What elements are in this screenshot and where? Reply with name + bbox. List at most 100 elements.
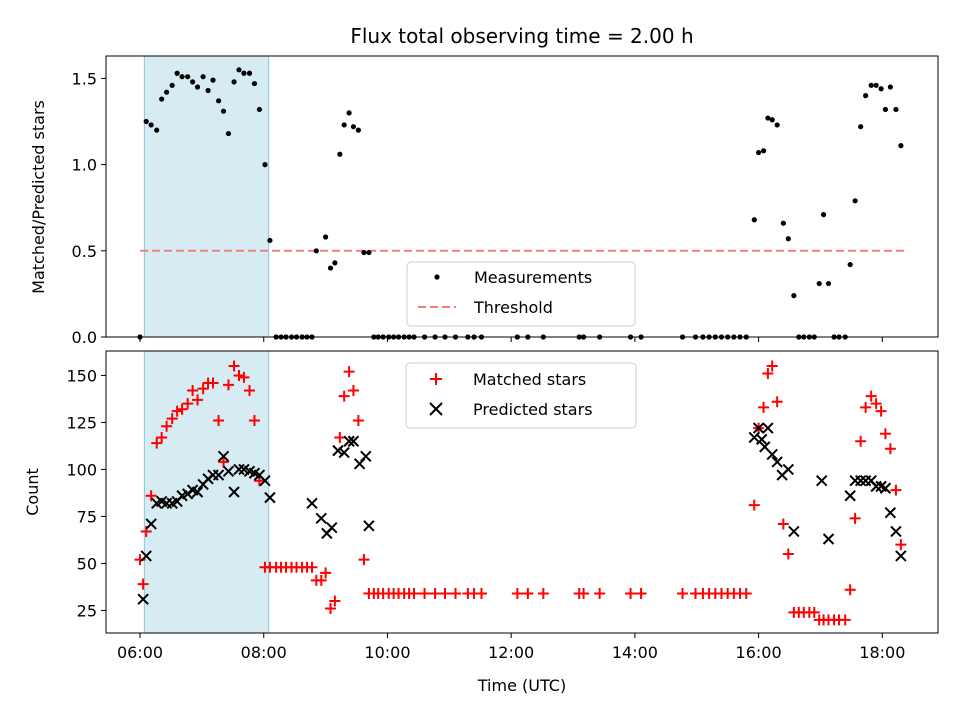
matched-star-point <box>207 377 219 389</box>
y-tick-label: 125 <box>66 413 97 432</box>
predicted-star-point <box>343 435 355 447</box>
matched-star-point <box>860 401 872 413</box>
predicted-star-point <box>849 475 861 487</box>
matched-star-point <box>537 588 549 600</box>
y-axis-ticks: 25 50 75 100 125 150 <box>66 366 106 620</box>
matched-star-point <box>197 383 209 395</box>
y-tick-label: 0.0 <box>72 328 97 347</box>
matched-star-point <box>352 415 364 427</box>
shaded-region <box>143 350 270 634</box>
measurement-point <box>785 236 791 242</box>
y-axis-label: Count <box>23 468 42 516</box>
legend-box <box>405 362 637 429</box>
measurement-point <box>251 80 258 87</box>
predicted-star-point <box>222 465 235 478</box>
measurement-point <box>159 96 165 102</box>
matched-star-point <box>320 567 332 579</box>
matched-star-point <box>594 588 606 600</box>
matched-star-point <box>176 403 188 415</box>
y-tick-label: 75 <box>77 507 97 526</box>
legend-box <box>406 261 636 327</box>
matched-star-point <box>890 484 902 496</box>
predicted-star-point <box>815 475 828 487</box>
x-tick-label: 08:00 <box>241 643 287 662</box>
measurement-points <box>137 67 904 340</box>
matched-star-point <box>315 574 327 586</box>
measurement-point <box>858 124 864 130</box>
matched-star-point <box>343 366 355 378</box>
measurement-point <box>200 74 206 80</box>
matched-star-point <box>145 490 157 502</box>
matched-star-point <box>228 360 240 372</box>
matched-star-point <box>839 614 851 626</box>
predicted-star-point <box>347 435 360 447</box>
predicted-star-point <box>228 486 240 498</box>
predicted-star-point <box>752 422 765 434</box>
matched-star-point <box>782 548 794 560</box>
matched-star-point <box>808 606 820 618</box>
predicted-star-point <box>884 506 897 519</box>
chart-title: Flux total observing time = 2.00 h <box>350 24 693 48</box>
measurement-point <box>751 217 757 223</box>
predicted-star-point <box>363 520 375 532</box>
matched-star-point <box>748 499 760 511</box>
matched-star-point <box>439 588 451 600</box>
matched-star-point <box>879 428 891 440</box>
legend-marker-measurements <box>434 274 440 280</box>
measurement-point <box>322 234 329 240</box>
matched-star-point <box>677 588 689 600</box>
measurement-point <box>231 79 237 85</box>
matched-star-point <box>325 603 337 615</box>
predicted-star-point <box>879 482 892 494</box>
matched-star-point <box>306 561 318 573</box>
measurement-point <box>225 130 232 137</box>
measurement-point <box>341 122 347 128</box>
matched-stars-points <box>134 360 907 626</box>
matched-star-point <box>475 588 487 600</box>
predicted-star-point <box>762 422 774 434</box>
shaded-region <box>143 55 270 338</box>
measurement-point <box>256 106 263 113</box>
predicted-star-point <box>326 522 338 534</box>
matched-star-point <box>625 588 637 600</box>
matched-star-point <box>884 443 896 455</box>
predicted-star-point <box>766 448 778 461</box>
legend-marker-matched <box>430 373 442 385</box>
predicted-star-point <box>145 518 157 530</box>
matched-star-point <box>347 384 359 396</box>
predicted-star-point <box>315 512 327 525</box>
matched-star-point <box>429 588 441 600</box>
predicted-star-point <box>217 450 230 462</box>
x-tick-label: 10:00 <box>364 643 410 662</box>
matched-star-point <box>450 588 462 600</box>
measurement-point <box>769 117 775 123</box>
matched-star-point <box>855 435 867 447</box>
matched-star-point <box>213 415 225 427</box>
y-tick-label: 25 <box>77 601 97 620</box>
matched-star-point <box>244 384 256 396</box>
matched-star-point <box>151 437 163 449</box>
measurement-point <box>194 84 201 90</box>
predicted-star-point <box>755 433 768 446</box>
matched-star-point <box>844 584 856 596</box>
measurement-point <box>236 67 242 73</box>
y-tick-label: 1.5 <box>72 69 97 88</box>
predicted-star-point <box>771 456 783 468</box>
measurement-point <box>185 74 191 80</box>
matched-star-point <box>758 401 770 413</box>
measurement-point <box>174 70 180 76</box>
measurement-point <box>246 70 253 76</box>
matched-star-point <box>771 396 783 408</box>
legend-marker-predicted <box>429 402 443 416</box>
matched-star-point <box>635 588 647 600</box>
y-tick-label: 0.5 <box>72 242 97 261</box>
x-axis-ticks: 06:00 08:00 10:00 12:00 14:00 16:00 18:00 <box>117 633 905 662</box>
predicted-star-point <box>854 475 867 487</box>
matched-star-point <box>161 420 173 432</box>
matched-star-point <box>777 518 789 530</box>
measurement-point <box>190 79 196 85</box>
x-tick-label: 16:00 <box>736 643 782 662</box>
x-tick-label: 18:00 <box>859 643 905 662</box>
measurement-point <box>816 280 822 287</box>
predicted-star-point <box>212 469 225 481</box>
